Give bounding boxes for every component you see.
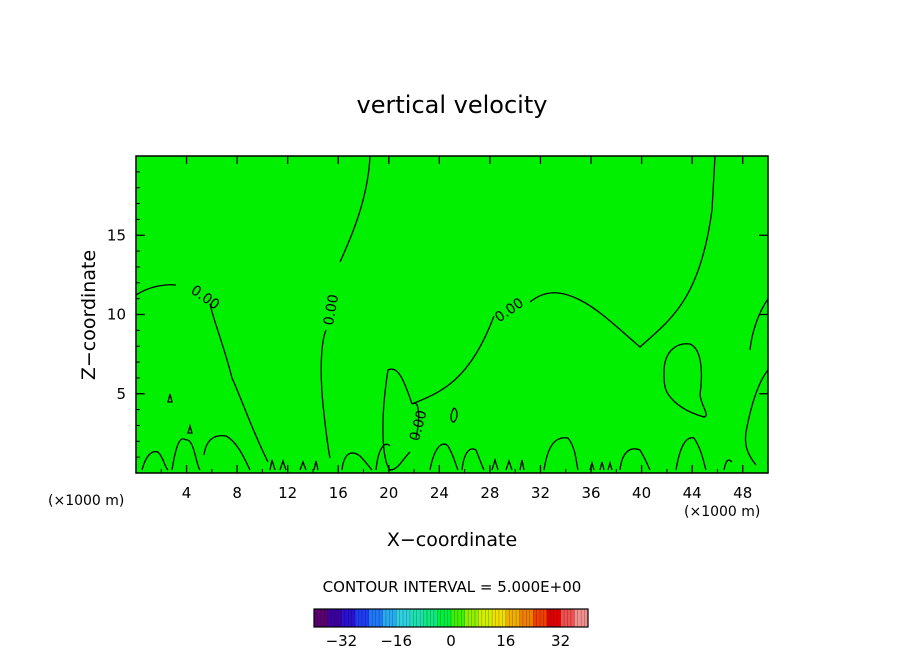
x-tick-label: 24 bbox=[430, 484, 449, 502]
y-tick-label: 10 bbox=[107, 306, 126, 324]
y-axis-label: Z−coordinate bbox=[78, 250, 100, 380]
x-unit-left: (×1000 m) bbox=[48, 493, 124, 509]
contour-lines bbox=[135, 155, 769, 471]
x-tick-label: 28 bbox=[480, 484, 499, 502]
x-axis-label: X−coordinate bbox=[387, 529, 517, 551]
colorbar-swatch bbox=[519, 609, 534, 627]
colorbar-swatch bbox=[533, 609, 548, 627]
colorbar-swatch bbox=[368, 609, 383, 627]
contour-bottom-noise-1 bbox=[341, 443, 485, 471]
x-tick-label: 20 bbox=[379, 484, 398, 502]
contour-bottom-noise-2 bbox=[543, 437, 733, 471]
x-tick-label: 44 bbox=[683, 484, 702, 502]
colorbar-swatch bbox=[341, 609, 356, 627]
colorbar-swatch bbox=[505, 609, 520, 627]
colorbar-tick-labels: −32 −16 0 16 32 bbox=[326, 632, 571, 650]
contour-closed-cell bbox=[663, 343, 707, 418]
contour-small-cell-4 bbox=[141, 434, 251, 471]
colorbar-swatch bbox=[546, 609, 562, 627]
colorbar-swatch bbox=[492, 609, 507, 627]
colorbar-swatch bbox=[464, 609, 479, 627]
contour-label: 0.00 bbox=[321, 293, 342, 326]
x-tick-label: 48 bbox=[733, 484, 752, 502]
colorbar-swatch bbox=[327, 609, 342, 627]
contour-line-center bbox=[320, 155, 371, 459]
colorbar-frame bbox=[313, 608, 589, 628]
colorbar-swatch bbox=[396, 609, 411, 627]
contour-bottom-noise-3 bbox=[269, 457, 613, 471]
x-tick-label: 32 bbox=[531, 484, 550, 502]
colorbar-swatch bbox=[574, 609, 589, 627]
y-axis-ticks: 5 10 15 bbox=[107, 171, 768, 458]
colorbar-swatch bbox=[382, 609, 397, 627]
colorbar-swatch bbox=[423, 609, 438, 627]
x-tick-label: 36 bbox=[581, 484, 600, 502]
x-tick-label: 40 bbox=[632, 484, 651, 502]
colorbar-tick-label: −32 bbox=[326, 632, 358, 650]
y-tick-label: 5 bbox=[116, 385, 126, 403]
x-tick-label: 4 bbox=[182, 484, 192, 502]
contour-line-left bbox=[135, 284, 269, 463]
contour-line-right-edge bbox=[744, 298, 769, 466]
plot-area: 0.00 0.00 0.000.00 4 8 12 16 20 24 28 32 36 40 44 48 … bbox=[107, 155, 769, 502]
colorbar-swatch bbox=[437, 609, 452, 627]
colorbar-swatch bbox=[314, 609, 329, 627]
x-axis-ticks: 4 8 12 16 20 24 28 32 36 40 44 48 bbox=[160, 156, 752, 502]
colorbar-tick-label: 16 bbox=[496, 632, 515, 650]
colorbar-tick-label: 0 bbox=[446, 632, 456, 650]
chart-title: vertical velocity bbox=[357, 91, 548, 119]
contour-label: 0.00 bbox=[407, 409, 431, 443]
colorbar-tick-label: −16 bbox=[380, 632, 412, 650]
contour-small-cell-1 bbox=[167, 393, 173, 403]
x-tick-label: 16 bbox=[329, 484, 348, 502]
colorbar-swatch bbox=[451, 609, 466, 627]
colorbar-swatch bbox=[355, 609, 370, 627]
contour-small-cell-2 bbox=[187, 423, 193, 434]
contour-line-mid-cell bbox=[382, 368, 420, 471]
contour-line-right bbox=[411, 155, 716, 405]
x-unit-right: (×1000 m) bbox=[684, 504, 760, 520]
colorbar-swatch bbox=[409, 609, 425, 627]
x-tick-label: 12 bbox=[278, 484, 297, 502]
contour-small-cell-3 bbox=[450, 407, 458, 423]
x-tick-label: 8 bbox=[232, 484, 242, 502]
colorbar-swatch bbox=[478, 609, 493, 627]
colorbar-swatch bbox=[560, 609, 575, 627]
y-tick-label: 15 bbox=[107, 226, 126, 244]
contour-interval-text: CONTOUR INTERVAL = 5.000E+00 bbox=[323, 578, 582, 596]
colorbar-tick-label: 32 bbox=[551, 632, 570, 650]
colorbar bbox=[313, 608, 589, 628]
